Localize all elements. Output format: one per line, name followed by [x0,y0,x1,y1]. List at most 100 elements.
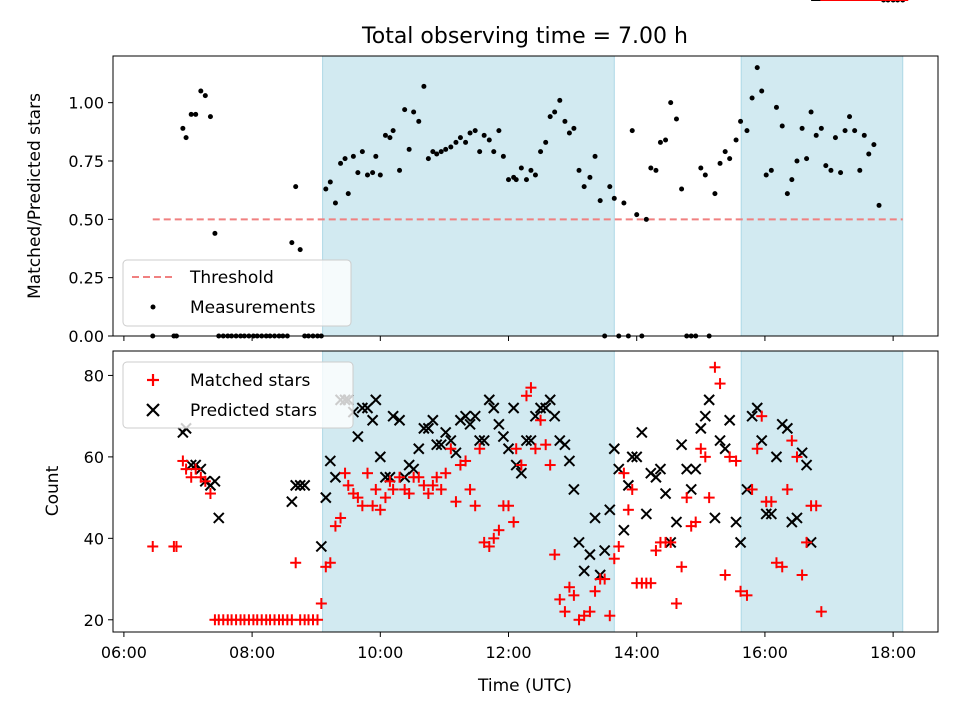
measurements-legend-swatch [150,304,156,310]
matched-star-point [549,549,561,561]
predicted-star-point [681,463,693,475]
measurement-point [528,167,534,173]
measurement-point [532,172,538,178]
matched-star-point [339,467,351,479]
measurement-point [611,195,617,201]
matched-star-point [544,459,556,471]
matched-star-point [342,479,354,491]
predicted-star-point [756,434,768,447]
matched-star-point [413,471,425,483]
x-axis-label: Time (UTC) [477,676,572,696]
observing-window [740,55,904,337]
matched-star-point [765,496,777,508]
measurement-point [463,139,469,145]
matched-star-point [185,471,197,483]
measurement-point [876,202,882,208]
matched-star-point [469,500,481,512]
measurement-point [491,149,497,155]
predicted-star-point [604,504,616,516]
observing-window [322,350,615,633]
measurement-point [430,149,436,155]
top-y-tick-label: 0.00 [68,327,104,346]
matched-star-point [431,471,443,483]
measurement-point [364,172,370,178]
measurement-point [359,149,365,155]
matched-stars-legend-label: Matched stars [190,371,310,391]
measurement-point [773,104,779,110]
matched-star-point [681,492,693,504]
predicted-star-point [286,495,298,508]
measurement-point [794,158,800,164]
predicted-star-point [751,402,763,414]
measurement-point [828,167,834,173]
predicted-star-point [589,512,601,524]
matched-star-point [422,488,434,500]
measurement-point [663,137,669,143]
measurement-point [438,149,444,155]
top-y-tick-label: 0.25 [68,269,104,288]
predicted-star-point [374,451,387,463]
matched-star-point [427,479,439,491]
measurement-point [763,172,769,178]
matched-star-point [703,492,715,504]
matched-star-point [599,573,611,585]
matched-star-point [488,532,500,544]
predicted-star-point [709,512,721,524]
matched-star-point [394,471,406,483]
matched-star-point [568,589,580,601]
predicted-star-point [488,402,500,414]
top-y-axis-label: Matched/Predicted stars [25,93,45,299]
predicted-star-point [800,459,813,471]
matched-star-point [520,390,532,402]
matched-star-point [170,540,182,552]
measurement-point [581,184,587,190]
measurement-point [443,146,449,152]
matched-star-point [508,516,520,528]
observing-window [322,55,615,337]
measurement-point [500,153,506,159]
measurement-point [183,135,189,141]
predicted-star-point [464,418,476,431]
x-tick-label: 08:00 [229,643,275,662]
matched-star-point [815,606,827,618]
predicted-star-point [781,422,794,435]
predicted-star-point [435,438,447,451]
measurement-point [744,128,750,134]
predicted-star-point [387,410,399,422]
predicted-star-point [320,491,332,504]
measurement-point [397,167,403,173]
matched-star-point [695,443,707,455]
matched-star-point [756,410,768,422]
observing-window [740,350,904,633]
predicted-star-point [631,451,643,463]
top-axes-frame [112,55,939,337]
predicted-star-point [497,430,510,443]
top-y-axis-ticks: 0.00 0.25 0.50 0.75 1.00 [68,94,113,346]
matched-star-point [445,443,457,455]
matched-star-point [589,585,601,597]
measurement-point [472,128,478,134]
measurement-point [377,172,383,178]
x-tick-label: 16:00 [742,643,788,662]
top-x-axis-ticks [123,336,894,341]
x-tick-label: 14:00 [614,643,660,662]
measurement-point [543,139,549,145]
matched-star-point [483,540,495,552]
predicted-star-point [478,434,490,447]
measurement-point [557,97,563,103]
measurement-point [702,172,708,178]
measurement-point [481,132,487,138]
matched-star-point [510,443,522,455]
measurement-point [621,200,627,206]
predicted-star-point [760,508,772,520]
predicted-star-point [714,434,726,447]
predicted-star-point [670,516,683,528]
bottom-y-tick-label: 40 [84,529,104,548]
matched-star-point [626,483,638,495]
top-y-tick-label: 0.75 [68,152,104,171]
measurement-point [823,163,829,169]
x-tick-label: 10:00 [357,643,403,662]
bottom-axes-frame [112,350,939,633]
matched-star-point [699,451,711,463]
matched-star-point [563,581,575,593]
